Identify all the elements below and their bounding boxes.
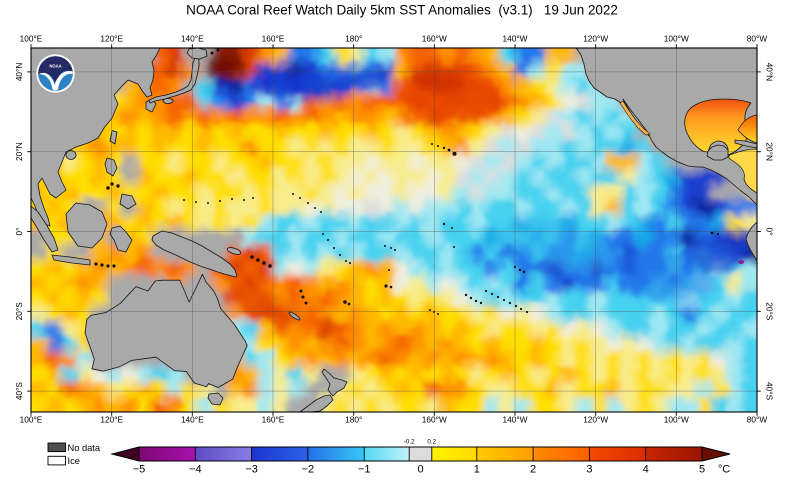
svg-text:120°E: 120°E xyxy=(100,415,123,425)
svg-text:0.2: 0.2 xyxy=(427,439,436,446)
svg-text:120°E: 120°E xyxy=(100,34,123,44)
svg-text:3: 3 xyxy=(586,464,592,476)
svg-text:80°W: 80°W xyxy=(747,415,768,425)
svg-text:140°E: 140°E xyxy=(181,34,204,44)
svg-text:0°: 0° xyxy=(14,228,24,236)
svg-text:Ice: Ice xyxy=(68,456,80,466)
svg-text:20°N: 20°N xyxy=(14,142,24,161)
svg-text:0°: 0° xyxy=(765,228,775,236)
svg-text:160°W: 160°W xyxy=(422,34,447,44)
svg-text:°C: °C xyxy=(718,464,730,476)
svg-text:120°W: 120°W xyxy=(583,415,608,425)
svg-text:No data: No data xyxy=(68,443,101,453)
svg-text:20°N: 20°N xyxy=(765,142,775,161)
svg-text:180°: 180° xyxy=(345,415,362,425)
svg-text:0: 0 xyxy=(417,464,423,476)
svg-text:NOAA Coral Reef Watch Daily 5k: NOAA Coral Reef Watch Daily 5km SST Anom… xyxy=(186,3,618,18)
svg-text:2: 2 xyxy=(530,464,536,476)
svg-text:180°: 180° xyxy=(345,34,362,44)
svg-text:80°W: 80°W xyxy=(747,34,768,44)
svg-text:−1: −1 xyxy=(358,464,371,476)
svg-text:20°S: 20°S xyxy=(14,302,24,321)
svg-text:160°W: 160°W xyxy=(422,415,447,425)
svg-text:5: 5 xyxy=(699,464,705,476)
svg-text:40°S: 40°S xyxy=(14,382,24,401)
svg-text:-0.2: -0.2 xyxy=(404,439,415,446)
svg-text:140°W: 140°W xyxy=(503,415,528,425)
svg-text:100°W: 100°W xyxy=(664,415,689,425)
svg-text:−5: −5 xyxy=(133,464,146,476)
svg-text:160°E: 160°E xyxy=(262,34,285,44)
svg-text:20°S: 20°S xyxy=(765,302,775,321)
svg-text:NOAA: NOAA xyxy=(49,64,61,69)
svg-text:140°E: 140°E xyxy=(181,415,204,425)
svg-text:100°E: 100°E xyxy=(20,415,43,425)
svg-text:40°S: 40°S xyxy=(765,382,775,401)
svg-text:−2: −2 xyxy=(302,464,315,476)
svg-text:100°E: 100°E xyxy=(20,34,43,44)
svg-text:40°N: 40°N xyxy=(765,63,775,82)
svg-text:1: 1 xyxy=(474,464,480,476)
svg-text:100°W: 100°W xyxy=(664,34,689,44)
svg-text:4: 4 xyxy=(643,464,649,476)
svg-text:160°E: 160°E xyxy=(262,415,285,425)
svg-text:−4: −4 xyxy=(189,464,202,476)
svg-text:120°W: 120°W xyxy=(583,34,608,44)
svg-text:40°N: 40°N xyxy=(14,63,24,82)
svg-text:−3: −3 xyxy=(245,464,258,476)
svg-text:140°W: 140°W xyxy=(503,34,528,44)
